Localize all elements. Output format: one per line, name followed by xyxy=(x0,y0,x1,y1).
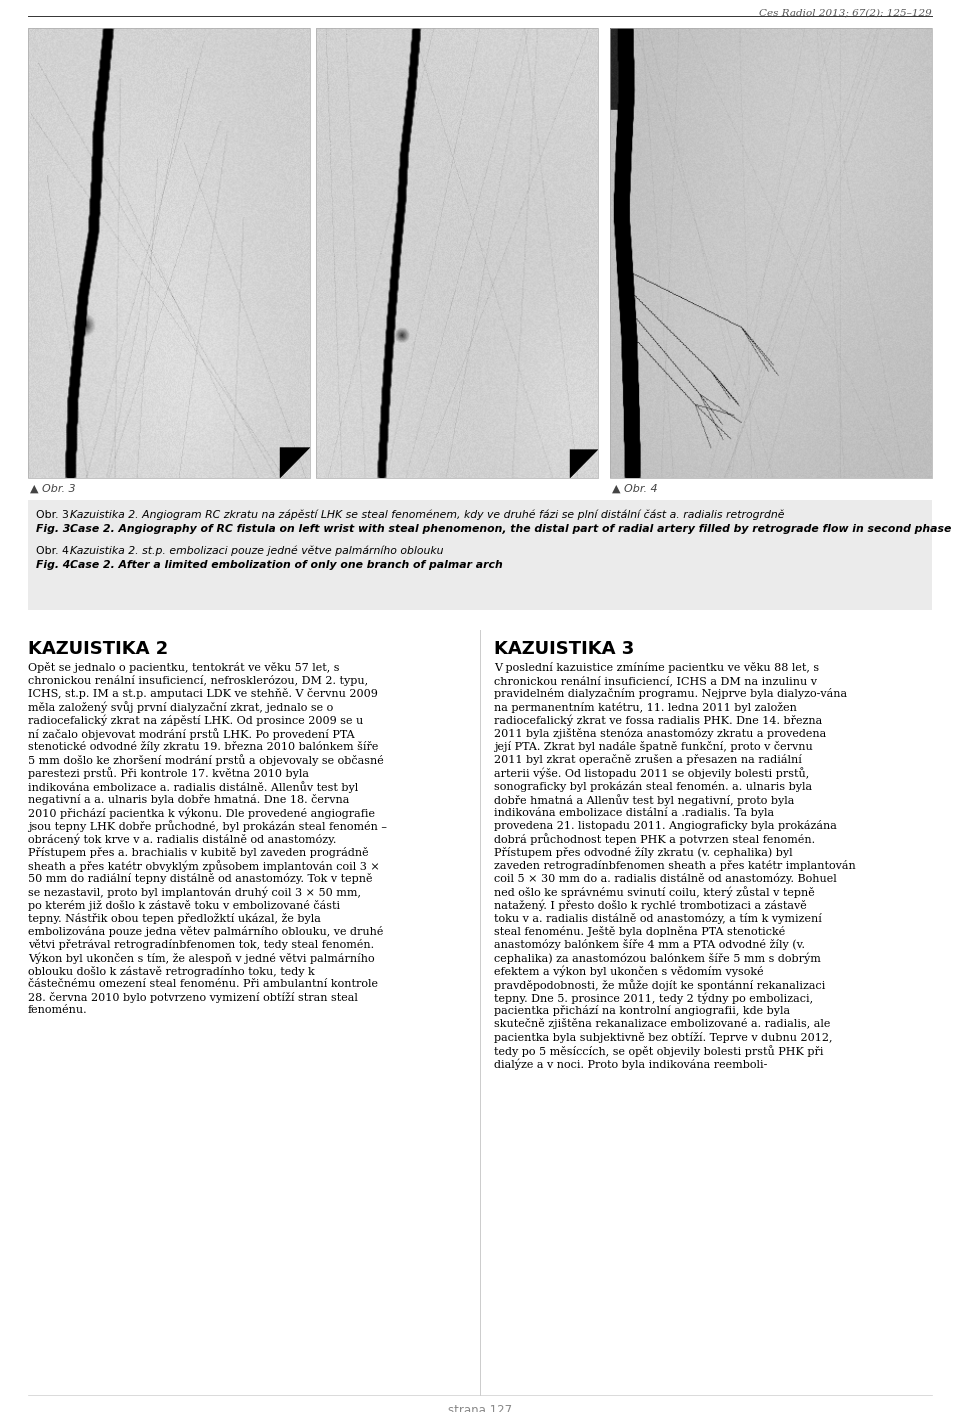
Text: chronickou renální insuficiencí, nefrosklerózou, DM 2. typu,: chronickou renální insuficiencí, nefrosk… xyxy=(28,675,368,686)
Text: pacientka přichází na kontrolní angiografii, kde byla: pacientka přichází na kontrolní angiogra… xyxy=(494,1005,790,1017)
Text: indikována embolizace distální a .radialis. Ta byla: indikována embolizace distální a .radial… xyxy=(494,808,774,818)
Text: tepny. Nástřik obou tepen předložktí ukázal, že byla: tepny. Nástřik obou tepen předložktí uká… xyxy=(28,912,321,923)
Text: embolizována pouze jedna větev palmárního oblouku, ve druhé: embolizována pouze jedna větev palmárníh… xyxy=(28,926,383,938)
Text: Case 2. After a limited embolization of only one branch of palmar arch: Case 2. After a limited embolization of … xyxy=(70,561,503,570)
Text: se nezastavil, proto byl implantován druhý coil 3 × 50 mm,: se nezastavil, proto byl implantován dru… xyxy=(28,887,361,898)
Text: toku v a. radialis distálně od anastomózy, a tím k vymizení: toku v a. radialis distálně od anastomóz… xyxy=(494,912,822,923)
Text: ICHS, st.p. IM a st.p. amputaci LDK ve stehňě. V červnu 2009: ICHS, st.p. IM a st.p. amputaci LDK ve s… xyxy=(28,689,378,699)
Text: 2011 byla zjištěna stenóza anastomózy zkratu a provedena: 2011 byla zjištěna stenóza anastomózy zk… xyxy=(494,729,827,738)
Bar xyxy=(610,28,932,479)
Text: parestezi prstů. Při kontrole 17. května 2010 byla: parestezi prstů. Při kontrole 17. května… xyxy=(28,768,309,779)
Text: ▲ Obr. 4: ▲ Obr. 4 xyxy=(612,484,658,494)
Text: 5 mm došlo ke zhoršení modrání prstů a objevovaly se občasné: 5 mm došlo ke zhoršení modrání prstů a o… xyxy=(28,754,384,767)
Text: Opět se jednalo o pacientku, tentokrát ve věku 57 let, s: Opět se jednalo o pacientku, tentokrát v… xyxy=(28,662,340,674)
Text: tedy po 5 měsíccích, se opět objevily bolesti prstů PHK při: tedy po 5 měsíccích, se opět objevily bo… xyxy=(494,1045,824,1056)
Text: po kterém již došlo k zástavě toku v embolizované části: po kterém již došlo k zástavě toku v emb… xyxy=(28,899,340,911)
Text: KAZUISTIKA 2: KAZUISTIKA 2 xyxy=(28,640,168,658)
Text: jsou tepny LHK dobře průchodné, byl prokázán steal fenomén –: jsou tepny LHK dobře průchodné, byl prok… xyxy=(28,820,387,832)
Text: dialýze a v noci. Proto byla indikována reemboli-: dialýze a v noci. Proto byla indikována … xyxy=(494,1058,767,1069)
Text: V poslední kazuistice zmíníme pacientku ve věku 88 let, s: V poslední kazuistice zmíníme pacientku … xyxy=(494,662,819,674)
Text: stenotické odvodné žíly zkratu 19. března 2010 balónkem šíře: stenotické odvodné žíly zkratu 19. březn… xyxy=(28,741,378,753)
Bar xyxy=(28,500,932,610)
Text: Fig. 3.: Fig. 3. xyxy=(36,524,79,534)
Text: pravidelném dialyzačním programu. Nejprve byla dialyzo-vána: pravidelném dialyzačním programu. Nejprv… xyxy=(494,689,847,699)
Text: zaveden retrogradínbfenomen sheath a přes katétr implantován: zaveden retrogradínbfenomen sheath a pře… xyxy=(494,860,855,871)
Text: částečnému omezení steal fenoménu. Při ambulantní kontrole: částečnému omezení steal fenoménu. Při a… xyxy=(28,979,378,988)
Text: KAZUISTIKA 3: KAZUISTIKA 3 xyxy=(494,640,635,658)
Text: na permanentním katétru, 11. ledna 2011 byl založen: na permanentním katétru, 11. ledna 2011 … xyxy=(494,702,797,713)
Text: strana 127: strana 127 xyxy=(448,1404,512,1412)
Text: sheath a přes katétr obvyklým způsobem implantován coil 3 ×: sheath a přes katétr obvyklým způsobem i… xyxy=(28,860,380,871)
Text: dobrá průchodnost tepen PHK a potvrzen steal fenomén.: dobrá průchodnost tepen PHK a potvrzen s… xyxy=(494,833,815,846)
Text: steal fenoménu. Ještě byla doplněna PTA stenotické: steal fenoménu. Ještě byla doplněna PTA … xyxy=(494,926,785,938)
Text: 2010 přichází pacientka k výkonu. Dle provedené angiografie: 2010 přichází pacientka k výkonu. Dle pr… xyxy=(28,808,375,819)
Text: arterii výše. Od listopadu 2011 se objevily bolesti prstů,: arterii výše. Od listopadu 2011 se objev… xyxy=(494,768,809,779)
Text: Výkon byl ukončen s tím, že alespoň v jedné větvi palmárního: Výkon byl ukončen s tím, že alespoň v je… xyxy=(28,953,374,964)
Text: obrácený tok krve v a. radialis distálně od anastomózy.: obrácený tok krve v a. radialis distálně… xyxy=(28,833,336,846)
Text: oblouku došlo k zástavě retrogradínho toku, tedy k: oblouku došlo k zástavě retrogradínho to… xyxy=(28,966,315,977)
Text: negativní a a. ulnaris byla dobře hmatná. Dne 18. června: negativní a a. ulnaris byla dobře hmatná… xyxy=(28,794,349,805)
Text: fenoménu.: fenoménu. xyxy=(28,1005,87,1015)
Text: její PTA. Zkrat byl nadále špatně funkční, proto v červnu: její PTA. Zkrat byl nadále špatně funkčn… xyxy=(494,741,813,753)
Text: pravděpodobnosti, že může dojít ke spontánní rekanalizaci: pravděpodobnosti, že může dojít ke spont… xyxy=(494,979,826,991)
Text: anastomózy balónkem šíře 4 mm a PTA odvodné žíly (v.: anastomózy balónkem šíře 4 mm a PTA odvo… xyxy=(494,939,805,950)
Text: tepny. Dne 5. prosince 2011, tedy 2 týdny po embolizaci,: tepny. Dne 5. prosince 2011, tedy 2 týdn… xyxy=(494,993,813,1004)
Text: ▲ Obr. 3: ▲ Obr. 3 xyxy=(30,484,76,494)
Text: větvi přetrával retrogradínbfenomen tok, tedy steal fenomén.: větvi přetrával retrogradínbfenomen tok,… xyxy=(28,939,374,950)
Text: Ces Radiol 2013; 67(2): 125–129: Ces Radiol 2013; 67(2): 125–129 xyxy=(759,8,932,17)
Text: radiocefalický zkrat na zápěstí LHK. Od prosince 2009 se u: radiocefalický zkrat na zápěstí LHK. Od … xyxy=(28,714,363,726)
Text: Case 2. Angiography of RC fistula on left wrist with steal phenomenon, the dista: Case 2. Angiography of RC fistula on lef… xyxy=(70,524,951,534)
Text: cephalika) za anastomózou balónkem šíře 5 mm s dobrým: cephalika) za anastomózou balónkem šíře … xyxy=(494,953,821,964)
Text: Kazuistika 2. Angiogram RC zkratu na zápěstí LHK se steal fenoménem, kdy ve druh: Kazuistika 2. Angiogram RC zkratu na záp… xyxy=(70,510,784,521)
Text: radiocefalický zkrat ve fossa radialis PHK. Dne 14. března: radiocefalický zkrat ve fossa radialis P… xyxy=(494,714,823,726)
Text: dobře hmatná a Allenův test byl negativní, proto byla: dobře hmatná a Allenův test byl negativn… xyxy=(494,794,794,806)
Text: pacientka byla subjektivně bez obtíží. Teprve v dubnu 2012,: pacientka byla subjektivně bez obtíží. T… xyxy=(494,1032,832,1042)
Text: 28. června 2010 bylo potvrzeno vymizení obtíží stran steal: 28. června 2010 bylo potvrzeno vymizení … xyxy=(28,993,358,1003)
Text: coil 5 × 30 mm do a. radialis distálně od anastomózy. Bohuel: coil 5 × 30 mm do a. radialis distálně o… xyxy=(494,873,837,884)
Text: ned ošlo ke správnému svinutí coilu, který zůstal v tepně: ned ošlo ke správnému svinutí coilu, kte… xyxy=(494,887,815,898)
Text: chronickou renální insuficiencí, ICHS a DM na inzulinu v: chronickou renální insuficiencí, ICHS a … xyxy=(494,675,817,686)
Text: Přístupem přes odvodné žíly zkratu (v. cephalika) byl: Přístupem přes odvodné žíly zkratu (v. c… xyxy=(494,847,793,858)
Text: efektem a výkon byl ukončen s vědomím vysoké: efektem a výkon byl ukončen s vědomím vy… xyxy=(494,966,763,977)
Text: ní začalo objevovat modrání prstů LHK. Po provedení PTA: ní začalo objevovat modrání prstů LHK. P… xyxy=(28,729,354,740)
Text: 50 mm do radiální tepny distálně od anastomózy. Tok v tepně: 50 mm do radiální tepny distálně od anas… xyxy=(28,873,372,884)
Text: Přístupem přes a. brachialis v kubitě byl zaveden prográdně: Přístupem přes a. brachialis v kubitě by… xyxy=(28,847,369,858)
Bar xyxy=(28,28,310,479)
Text: Kazuistika 2. st.p. embolizaci pouze jedné větve palmárního oblouku: Kazuistika 2. st.p. embolizaci pouze jed… xyxy=(70,546,444,556)
Bar xyxy=(316,28,598,479)
Text: skutečně zjištěna rekanalizace embolizované a. radialis, ale: skutečně zjištěna rekanalizace embolizov… xyxy=(494,1018,830,1029)
Text: Obr. 4.: Obr. 4. xyxy=(36,546,76,556)
Text: indikována embolizace a. radialis distálně. Allenův test byl: indikována embolizace a. radialis distál… xyxy=(28,781,358,792)
Text: měla založený svůj první dialyzační zkrat, jednalo se o: měla založený svůj první dialyzační zkra… xyxy=(28,702,333,713)
Text: Obr. 3.: Obr. 3. xyxy=(36,510,76,520)
Text: Fig. 4.: Fig. 4. xyxy=(36,561,79,570)
Text: sonograficky byl prokázán steal fenomén. a. ulnaris byla: sonograficky byl prokázán steal fenomén.… xyxy=(494,781,812,792)
Text: natažený. I přesto došlo k rychlé trombotizaci a zástavě: natažený. I přesto došlo k rychlé trombo… xyxy=(494,899,806,911)
Text: 2011 byl zkrat operačně zrušen a přesazen na radiální: 2011 byl zkrat operačně zrušen a přesaze… xyxy=(494,754,802,765)
Text: provedena 21. listopadu 2011. Angiograficky byla prokázána: provedena 21. listopadu 2011. Angiografi… xyxy=(494,820,837,832)
